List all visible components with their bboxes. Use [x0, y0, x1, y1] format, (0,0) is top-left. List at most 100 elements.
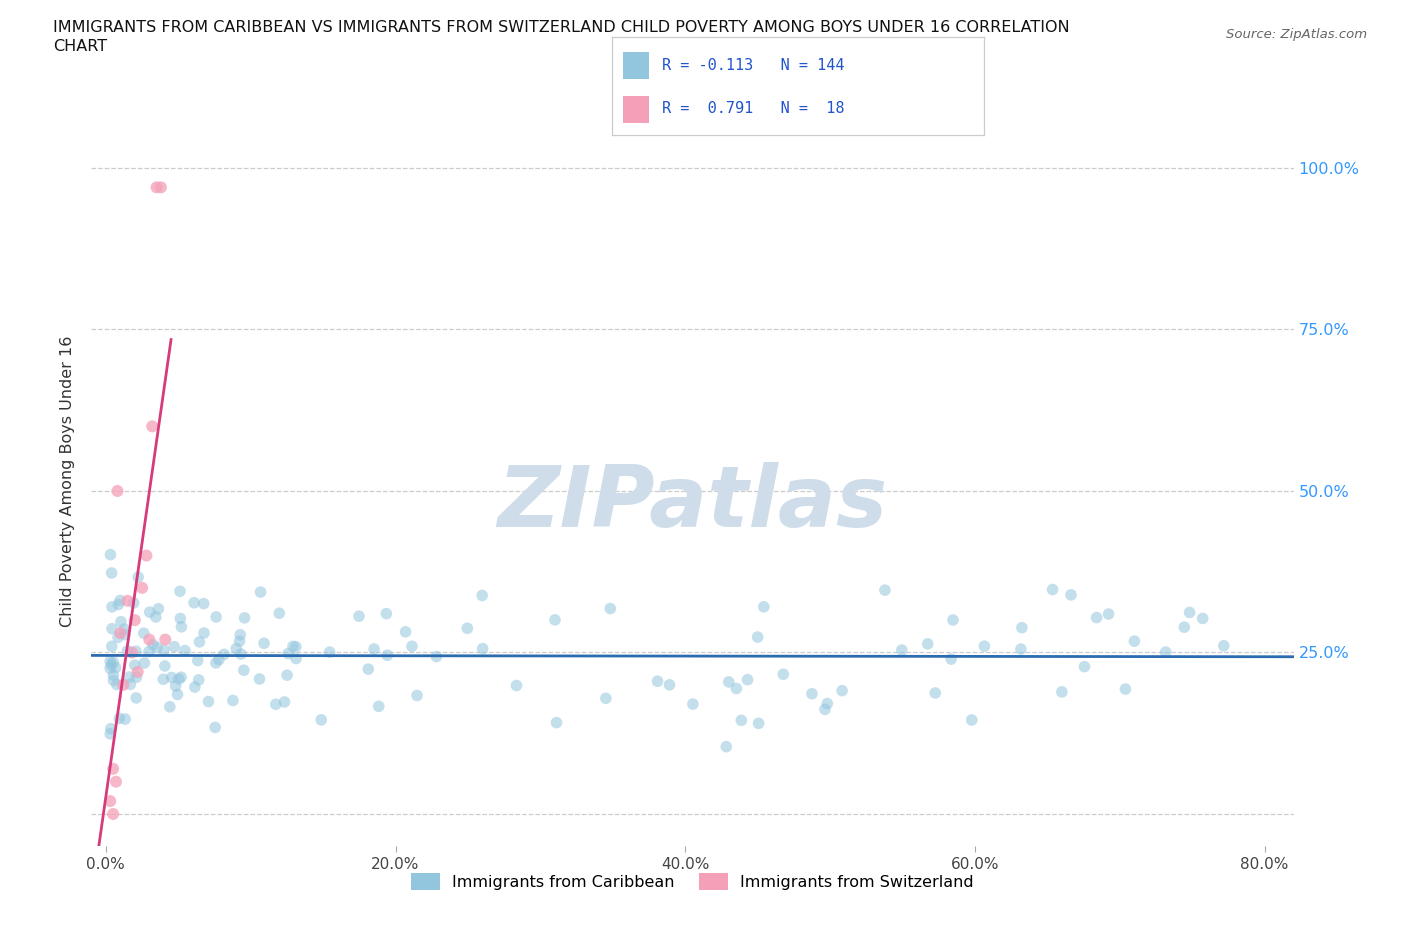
- Point: [232, 663, 254, 678]
- Point: [229, 646, 252, 661]
- Point: [160, 670, 183, 684]
- Point: [269, 605, 291, 620]
- Point: [184, 680, 207, 695]
- Point: [170, 619, 193, 634]
- Point: [212, 647, 235, 662]
- Point: [285, 651, 308, 666]
- Point: [187, 653, 209, 668]
- Point: [138, 632, 160, 647]
- Point: [225, 641, 247, 656]
- Point: [1178, 605, 1201, 620]
- Point: [276, 668, 298, 683]
- Point: [120, 677, 142, 692]
- Point: [406, 688, 429, 703]
- Point: [155, 632, 177, 647]
- Point: [125, 644, 148, 658]
- Point: [752, 599, 775, 614]
- Point: [1173, 619, 1195, 634]
- Text: R = -0.113   N = 144: R = -0.113 N = 144: [662, 58, 845, 73]
- Point: [145, 179, 167, 194]
- Point: [367, 699, 389, 714]
- Point: [253, 636, 276, 651]
- Point: [138, 644, 160, 659]
- Point: [193, 596, 215, 611]
- Point: [375, 648, 398, 663]
- Point: [114, 711, 136, 726]
- Point: [747, 630, 769, 644]
- Point: [122, 595, 145, 610]
- Y-axis label: Child Poverty Among Boys Under 16: Child Poverty Among Boys Under 16: [60, 336, 76, 627]
- Point: [228, 633, 250, 648]
- Point: [98, 726, 121, 741]
- Point: [505, 678, 527, 693]
- Point: [1123, 633, 1146, 648]
- Point: [101, 639, 124, 654]
- Point: [159, 699, 181, 714]
- Point: [110, 615, 132, 630]
- Point: [204, 720, 226, 735]
- Point: [101, 762, 124, 777]
- Point: [103, 673, 125, 688]
- Point: [717, 674, 740, 689]
- Text: CHART: CHART: [53, 39, 107, 54]
- Point: [114, 627, 136, 642]
- Point: [208, 652, 231, 667]
- Point: [118, 670, 141, 684]
- Point: [737, 672, 759, 687]
- Point: [249, 585, 271, 600]
- Point: [1212, 638, 1234, 653]
- Point: [800, 686, 823, 701]
- Point: [98, 793, 121, 808]
- Point: [772, 667, 794, 682]
- Point: [107, 484, 129, 498]
- Point: [1085, 610, 1108, 625]
- Point: [716, 739, 738, 754]
- Point: [814, 702, 837, 717]
- Point: [169, 611, 191, 626]
- Point: [98, 654, 121, 669]
- Point: [117, 593, 139, 608]
- Point: [166, 687, 188, 702]
- Point: [127, 570, 149, 585]
- Point: [169, 584, 191, 599]
- Point: [456, 621, 478, 636]
- Point: [101, 600, 124, 615]
- Point: [104, 660, 127, 675]
- Point: [357, 661, 380, 676]
- Point: [138, 604, 160, 619]
- Point: [197, 694, 219, 709]
- Point: [148, 602, 170, 617]
- Point: [105, 677, 128, 692]
- Point: [170, 670, 193, 684]
- Point: [124, 613, 146, 628]
- Point: [725, 681, 748, 696]
- Point: [264, 697, 287, 711]
- Point: [1073, 659, 1095, 674]
- Point: [125, 670, 148, 684]
- Point: [141, 418, 163, 433]
- Point: [815, 697, 838, 711]
- Point: [924, 685, 946, 700]
- Point: [153, 643, 176, 658]
- Point: [1011, 620, 1033, 635]
- Text: R =  0.791   N =  18: R = 0.791 N = 18: [662, 101, 845, 116]
- Point: [1114, 682, 1136, 697]
- Point: [394, 624, 416, 639]
- Point: [163, 639, 186, 654]
- Point: [831, 684, 853, 698]
- Point: [100, 722, 122, 737]
- Point: [167, 671, 190, 686]
- Point: [149, 179, 172, 194]
- Point: [100, 658, 122, 672]
- Point: [117, 644, 139, 658]
- Point: [375, 606, 398, 621]
- Point: [425, 649, 447, 664]
- Point: [107, 630, 129, 644]
- Point: [309, 712, 332, 727]
- Point: [125, 690, 148, 705]
- Point: [273, 695, 295, 710]
- Point: [112, 621, 135, 636]
- Point: [107, 597, 129, 612]
- Point: [890, 643, 912, 658]
- Point: [960, 712, 983, 727]
